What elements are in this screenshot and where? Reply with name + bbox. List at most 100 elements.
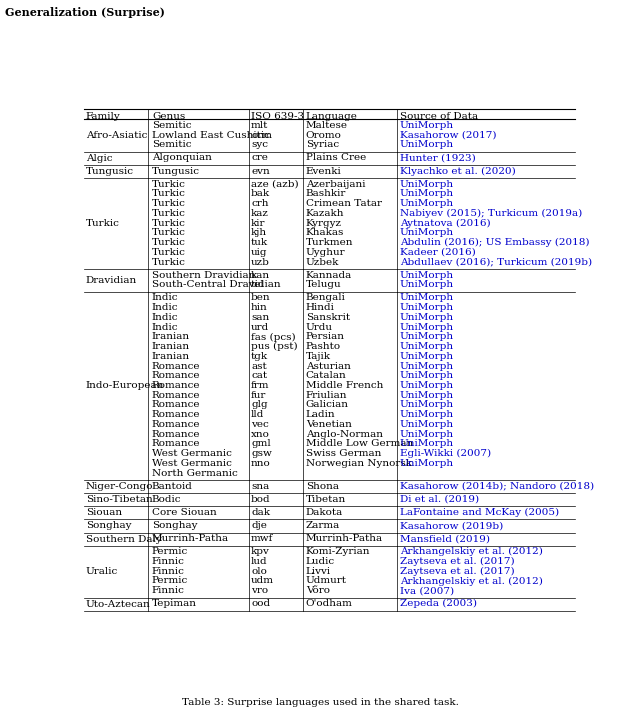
Text: Azerbaijani: Azerbaijani — [306, 180, 365, 189]
Text: Genus: Genus — [152, 112, 185, 121]
Text: ood: ood — [251, 599, 270, 609]
Text: Uyghur: Uyghur — [306, 248, 346, 257]
Text: kpv: kpv — [251, 547, 270, 556]
Text: Indic: Indic — [152, 323, 179, 332]
Text: Middle Low German: Middle Low German — [306, 440, 413, 448]
Text: UniMorph: UniMorph — [400, 199, 454, 208]
Text: kir: kir — [251, 218, 266, 228]
Text: olo: olo — [251, 567, 267, 576]
Text: Zaytseva et al. (2017): Zaytseva et al. (2017) — [400, 567, 515, 576]
Text: bak: bak — [251, 190, 270, 198]
Text: Uzbek: Uzbek — [306, 258, 339, 266]
Text: Romance: Romance — [152, 440, 200, 448]
Text: udm: udm — [251, 576, 274, 586]
Text: Tepiman: Tepiman — [152, 599, 197, 609]
Text: Finnic: Finnic — [152, 557, 185, 566]
Text: Hunter (1923): Hunter (1923) — [400, 153, 476, 163]
Text: Tajik: Tajik — [306, 352, 331, 361]
Text: Klyachko et al. (2020): Klyachko et al. (2020) — [400, 167, 516, 175]
Text: Romance: Romance — [152, 381, 200, 390]
Text: ast: ast — [251, 362, 267, 371]
Text: UniMorph: UniMorph — [400, 190, 454, 198]
Text: UniMorph: UniMorph — [400, 271, 454, 280]
Text: Livvi: Livvi — [306, 567, 331, 576]
Text: Urdu: Urdu — [306, 323, 333, 332]
Text: Egli-Wikki (2007): Egli-Wikki (2007) — [400, 449, 491, 458]
Text: Udmurt: Udmurt — [306, 576, 347, 586]
Text: Permic: Permic — [152, 547, 188, 556]
Text: tel: tel — [251, 281, 265, 289]
Text: Evenki: Evenki — [306, 167, 341, 175]
Text: fas (pcs): fas (pcs) — [251, 332, 296, 342]
Text: West Germanic: West Germanic — [152, 449, 232, 458]
Text: mlt: mlt — [251, 121, 269, 130]
Text: West Germanic: West Germanic — [152, 459, 232, 468]
Text: Mansfield (2019): Mansfield (2019) — [400, 534, 490, 543]
Text: Uralic: Uralic — [86, 567, 118, 576]
Text: UniMorph: UniMorph — [400, 362, 454, 371]
Text: UniMorph: UniMorph — [400, 121, 454, 130]
Text: hin: hin — [251, 303, 268, 312]
Text: Tungusic: Tungusic — [86, 167, 134, 176]
Text: Abdulin (2016); US Embassy (2018): Abdulin (2016); US Embassy (2018) — [400, 238, 589, 247]
Text: cat: cat — [251, 372, 268, 380]
Text: Pashto: Pashto — [306, 342, 341, 351]
Text: Turkic: Turkic — [152, 190, 186, 198]
Text: Crimean Tatar: Crimean Tatar — [306, 199, 381, 208]
Text: North Germanic: North Germanic — [152, 468, 237, 478]
Text: ben: ben — [251, 294, 271, 302]
Text: Turkic: Turkic — [152, 248, 186, 257]
Text: UniMorph: UniMorph — [400, 381, 454, 390]
Text: UniMorph: UniMorph — [400, 440, 454, 448]
Text: orm: orm — [251, 130, 272, 140]
Text: Generalization (Surprise): Generalization (Surprise) — [5, 7, 165, 18]
Text: Aytnatova (2016): Aytnatova (2016) — [400, 218, 490, 228]
Text: Galician: Galician — [306, 400, 349, 410]
Text: kaz: kaz — [251, 209, 269, 218]
Text: Plains Cree: Plains Cree — [306, 153, 366, 163]
Text: aze (azb): aze (azb) — [251, 180, 299, 189]
Text: UniMorph: UniMorph — [400, 459, 454, 468]
Text: UniMorph: UniMorph — [400, 323, 454, 332]
Text: Algonquian: Algonquian — [152, 153, 212, 163]
Text: gml: gml — [251, 440, 271, 448]
Text: Songhay: Songhay — [152, 521, 197, 530]
Text: fur: fur — [251, 391, 266, 400]
Text: nno: nno — [251, 459, 271, 468]
Text: Southern Daly: Southern Daly — [86, 535, 162, 543]
Text: uzb: uzb — [251, 258, 270, 266]
Text: sna: sna — [251, 482, 269, 490]
Text: Iranian: Iranian — [152, 352, 190, 361]
Text: UniMorph: UniMorph — [400, 294, 454, 302]
Text: Tibetan: Tibetan — [306, 495, 346, 504]
Text: Swiss German: Swiss German — [306, 449, 381, 458]
Text: Khakas: Khakas — [306, 228, 344, 237]
Text: Arkhangelskiy et al. (2012): Arkhangelskiy et al. (2012) — [400, 547, 543, 556]
Text: Language: Language — [306, 112, 358, 121]
Text: UniMorph: UniMorph — [400, 180, 454, 189]
Text: crh: crh — [251, 199, 269, 208]
Text: san: san — [251, 313, 269, 322]
Text: Romance: Romance — [152, 362, 200, 371]
Text: frm: frm — [251, 381, 269, 390]
Text: Kasahorow (2019b): Kasahorow (2019b) — [400, 521, 503, 530]
Text: Uto-Aztecan: Uto-Aztecan — [86, 600, 150, 609]
Text: lud: lud — [251, 557, 268, 566]
Text: Romance: Romance — [152, 420, 200, 429]
Text: Iranian: Iranian — [152, 332, 190, 342]
Text: O'odham: O'odham — [306, 599, 353, 609]
Text: Di et al. (2019): Di et al. (2019) — [400, 495, 479, 504]
Text: xno: xno — [251, 430, 270, 439]
Text: Kyrgyz: Kyrgyz — [306, 218, 342, 228]
Text: UniMorph: UniMorph — [400, 420, 454, 429]
Text: tuk: tuk — [251, 238, 268, 247]
Text: Norwegian Nynorsk: Norwegian Nynorsk — [306, 459, 412, 468]
Text: Friulian: Friulian — [306, 391, 347, 400]
Text: Zaytseva et al. (2017): Zaytseva et al. (2017) — [400, 557, 515, 566]
Text: urd: urd — [251, 323, 269, 332]
Text: Oromo: Oromo — [306, 130, 342, 140]
Text: Turkic: Turkic — [152, 199, 186, 208]
Text: Tungusic: Tungusic — [152, 167, 200, 175]
Text: Romance: Romance — [152, 410, 200, 420]
Text: Turkic: Turkic — [152, 258, 186, 266]
